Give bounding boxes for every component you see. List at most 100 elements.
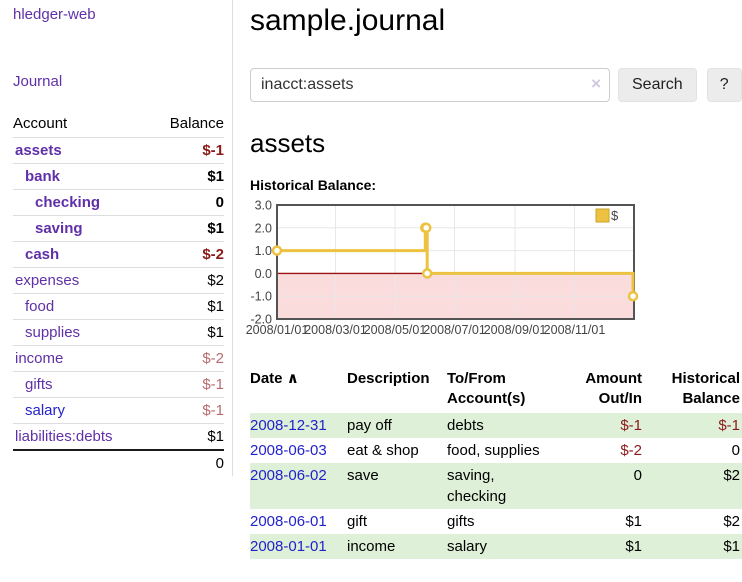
transaction-amount: $1 bbox=[580, 534, 644, 559]
page-title: sample.journal bbox=[250, 4, 446, 37]
x-tick-label: 2008/07/01 bbox=[423, 323, 486, 337]
register-row: 2008-06-02 save saving, checking 0 $2 bbox=[250, 463, 742, 509]
account-balance: $-1 bbox=[149, 137, 224, 164]
account-row: income $-2 bbox=[13, 345, 224, 372]
accounts-total-row: 0 bbox=[13, 449, 224, 476]
account-balance: $-2 bbox=[149, 345, 224, 372]
account-balance: $1 bbox=[149, 215, 224, 242]
account-balance: $2 bbox=[149, 267, 224, 294]
register-row: 2008-12-31 pay off debts $-1 $-1 bbox=[250, 413, 742, 438]
account-link[interactable]: bank bbox=[25, 168, 61, 185]
transaction-balance: $1 bbox=[644, 534, 742, 559]
accounts-header-row: Account Balance bbox=[13, 112, 224, 138]
y-tick-label: 3.0 bbox=[255, 199, 272, 213]
register-header-row: Date ∧ Description To/From Account(s) Am… bbox=[250, 367, 742, 413]
transaction-amount: $-1 bbox=[580, 413, 644, 438]
register-row: 2008-06-03 eat & shop food, supplies $-2 0 bbox=[250, 438, 742, 463]
account-row: expenses $2 bbox=[13, 267, 224, 294]
account-balance: $-1 bbox=[149, 371, 224, 398]
x-tick-label: 2008/01/01 bbox=[246, 323, 309, 337]
register-col-date[interactable]: Date ∧ bbox=[250, 367, 347, 413]
y-tick-label: -2.0 bbox=[250, 313, 272, 327]
register-col-account: To/From Account(s) bbox=[447, 370, 526, 407]
transaction-accounts: salary bbox=[447, 534, 580, 559]
transaction-date: 2008-01-01 bbox=[250, 534, 347, 559]
data-point-marker bbox=[421, 268, 433, 279]
account-link[interactable]: income bbox=[15, 350, 64, 367]
register-col-date-label: Date bbox=[250, 370, 283, 387]
transaction-date: 2008-06-02 bbox=[250, 463, 347, 509]
transaction-accounts: debts bbox=[447, 413, 580, 438]
transaction-amount: $-2 bbox=[620, 442, 642, 459]
transaction-description: income bbox=[347, 534, 447, 559]
chart-title: Historical Balance: bbox=[250, 177, 377, 193]
register-col-description: Description bbox=[347, 370, 430, 387]
account-link[interactable]: assets bbox=[15, 142, 62, 159]
transaction-balance: 0 bbox=[731, 442, 740, 459]
x-tick-label: 2008/09/01 bbox=[484, 323, 547, 337]
account-row: checking 0 bbox=[13, 189, 224, 216]
data-point-marker bbox=[420, 222, 432, 234]
account-balance: $1 bbox=[149, 423, 224, 451]
account-heading: assets bbox=[250, 128, 326, 158]
date-link[interactable]: 2008-06-02 bbox=[250, 467, 327, 484]
sidebar-item-journal[interactable]: Journal bbox=[13, 73, 63, 90]
search-button[interactable]: Search bbox=[618, 68, 697, 102]
search-input-wrap: × bbox=[250, 68, 610, 102]
help-button[interactable]: ? bbox=[706, 68, 742, 102]
account-balance: 0 bbox=[149, 189, 224, 216]
register-col-amount: Amount Out/In bbox=[585, 370, 642, 407]
account-link[interactable]: supplies bbox=[25, 324, 81, 341]
account-link[interactable]: checking bbox=[35, 194, 101, 211]
app-window: hledger-web Journal Account Balance asse… bbox=[13, 0, 742, 559]
accounts-total-value: 0 bbox=[13, 449, 224, 476]
date-link[interactable]: 2008-12-31 bbox=[250, 417, 327, 434]
transaction-description: pay off bbox=[347, 413, 447, 438]
data-point-marker bbox=[271, 245, 283, 256]
x-tick-label: 2008/03/01 bbox=[304, 323, 367, 337]
app-brand-link[interactable]: hledger-web bbox=[13, 6, 96, 23]
search-input[interactable] bbox=[250, 68, 610, 102]
account-link[interactable]: saving bbox=[35, 220, 83, 237]
account-link[interactable]: food bbox=[25, 298, 55, 315]
transaction-date: 2008-06-01 bbox=[250, 509, 347, 534]
date-link[interactable]: 2008-06-01 bbox=[250, 513, 327, 530]
account-row: liabilities:debts $1 bbox=[13, 423, 224, 451]
register-row: 2008-06-01 gift gifts $1 $2 bbox=[250, 509, 742, 534]
account-link[interactable]: gifts bbox=[25, 376, 53, 393]
account-row: saving $1 bbox=[13, 215, 224, 242]
accounts-table: Account Balance assets $-1 bank $1 checking 0… bbox=[13, 112, 224, 476]
chart-canvas: 3.0 2.0 1.0 0.0 -1.0 -2.02008/01/012008/03/01… bbox=[246, 199, 639, 337]
chart-border bbox=[276, 204, 635, 320]
account-balance: $1 bbox=[149, 293, 224, 320]
date-link[interactable]: 2008-06-03 bbox=[250, 442, 327, 459]
account-link[interactable]: cash bbox=[25, 246, 60, 263]
account-link[interactable]: salary bbox=[25, 402, 66, 419]
register-table: Date ∧ Description To/From Account(s) Am… bbox=[250, 367, 742, 559]
account-balance: $-2 bbox=[149, 241, 224, 268]
search-form: × Search ? bbox=[250, 68, 742, 102]
account-link[interactable]: expenses bbox=[15, 272, 80, 289]
transaction-date: 2008-12-31 bbox=[250, 413, 347, 438]
account-row: bank $1 bbox=[13, 163, 224, 190]
transaction-accounts: saving, checking bbox=[447, 463, 580, 509]
accounts-col-account: Account bbox=[13, 112, 150, 138]
transaction-description: gift bbox=[347, 513, 368, 530]
y-tick-label: 0.0 bbox=[255, 267, 272, 281]
register-rows: 2008-12-31 pay off debts $-1 $-1 2008-06-03 ea… bbox=[250, 413, 742, 559]
transaction-amount: $1 bbox=[625, 513, 642, 530]
transaction-description: save bbox=[347, 463, 447, 509]
x-tick-label: 2008/11/01 bbox=[544, 323, 606, 337]
account-link[interactable]: liabilities:debts bbox=[15, 428, 113, 445]
register-row: 2008-01-01 income salary $1 $1 bbox=[250, 534, 742, 559]
date-link[interactable]: 2008-01-01 bbox=[250, 538, 327, 555]
account-row: salary $-1 bbox=[13, 397, 224, 424]
account-row: assets $-1 bbox=[13, 137, 224, 164]
accounts-rows: assets $-1 bank $1 checking 0 saving $1 cash $-2 e… bbox=[13, 137, 224, 451]
x-tick-label: 2008/05/01 bbox=[364, 323, 427, 337]
clear-search-icon[interactable]: × bbox=[591, 74, 601, 93]
transaction-balance: $2 bbox=[723, 513, 740, 530]
y-tick-label: 1.0 bbox=[255, 244, 272, 258]
legend-label: $ bbox=[611, 208, 619, 223]
sort-ascending-icon: ∧ bbox=[286, 370, 299, 387]
